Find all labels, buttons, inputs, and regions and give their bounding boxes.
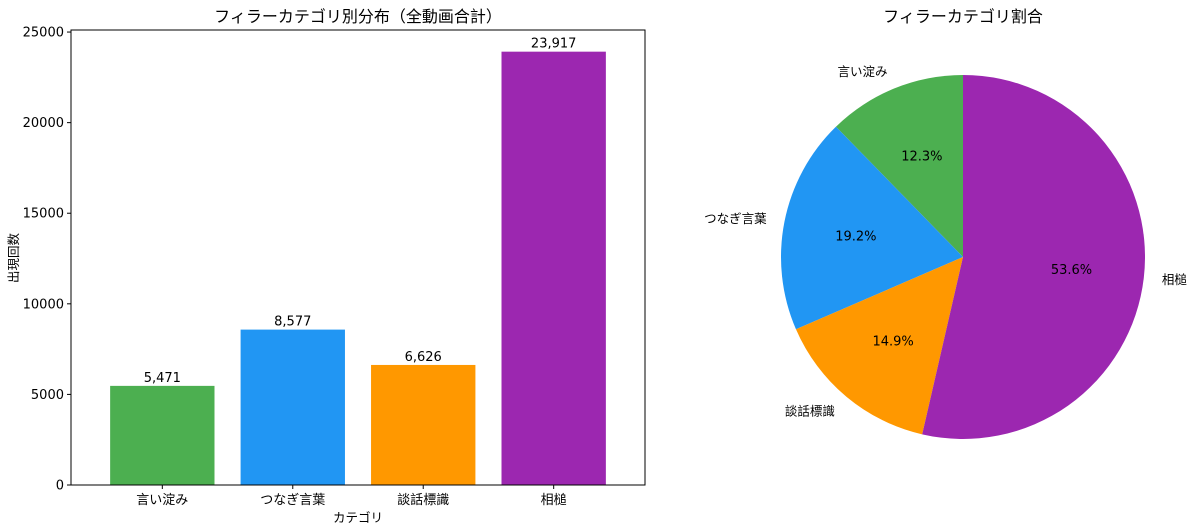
bar-chart-title: フィラーカテゴリ別分布（全動画合計） (214, 7, 502, 26)
pie-percent-2: 19.2% (835, 229, 876, 244)
y-tick-label-1: 5000 (31, 388, 64, 403)
bar-value-label-2: 8,577 (274, 315, 311, 330)
x-tick-label-4: 相槌 (541, 492, 567, 508)
bar-3 (371, 364, 476, 485)
y-axis-ticks: 0 5000 10000 15000 20000 25000 (23, 26, 71, 494)
pie-slice-1 (835, 75, 963, 257)
x-axis-label: カテゴリ (333, 510, 383, 525)
bar-4 (501, 51, 606, 486)
pie-percent-4: 53.6% (1051, 263, 1092, 278)
y-tick-label-2: 10000 (23, 297, 64, 312)
bar-value-label-4: 23,917 (531, 37, 577, 52)
pie-percent-1: 12.3% (901, 149, 942, 164)
bar-value-label-1: 5,471 (144, 371, 181, 386)
y-tick-label-4: 20000 (23, 116, 64, 131)
pie-slice-4 (922, 75, 1146, 439)
pie-label-4: 相槌 (1162, 272, 1188, 287)
pie-percent-3: 14.9% (872, 334, 913, 349)
pie-percent-labels: 12.3% 19.2% 14.9% 53.6% (835, 149, 1092, 349)
pie-slice-2 (780, 126, 963, 330)
x-tick-label-2: つなぎ言葉 (260, 493, 325, 508)
y-tick-label-5: 25000 (23, 26, 64, 41)
bar-1 (110, 385, 215, 485)
bar-value-labels: 5,471 8,577 6,626 23,917 (144, 37, 577, 386)
pie-chart-title: フィラーカテゴリ割合 (883, 7, 1043, 26)
pie-label-3: 談話標識 (785, 403, 835, 418)
pie-slice-3 (795, 257, 963, 435)
bar-value-label-3: 6,626 (405, 350, 442, 365)
bar-2 (240, 329, 345, 485)
pie-label-1: 言い淀み (838, 64, 888, 79)
bar-series (110, 51, 606, 486)
x-axis-ticks: 言い淀み つなぎ言葉 談話標識 相槌 (136, 485, 567, 508)
y-tick-label-3: 15000 (23, 207, 64, 222)
pie-label-2: つなぎ言葉 (704, 211, 767, 226)
pie-slices (780, 75, 1146, 439)
y-axis-label: 出現回数 (6, 233, 21, 284)
x-tick-label-1: 言い淀み (136, 493, 188, 508)
plot-frame (70, 29, 646, 486)
bar-chart: フィラーカテゴリ別分布（全動画合計） 5,471 8,577 6,626 23,917… (6, 7, 646, 525)
y-tick-label-0: 0 (56, 479, 64, 494)
x-tick-label-3: 談話標識 (397, 492, 449, 508)
